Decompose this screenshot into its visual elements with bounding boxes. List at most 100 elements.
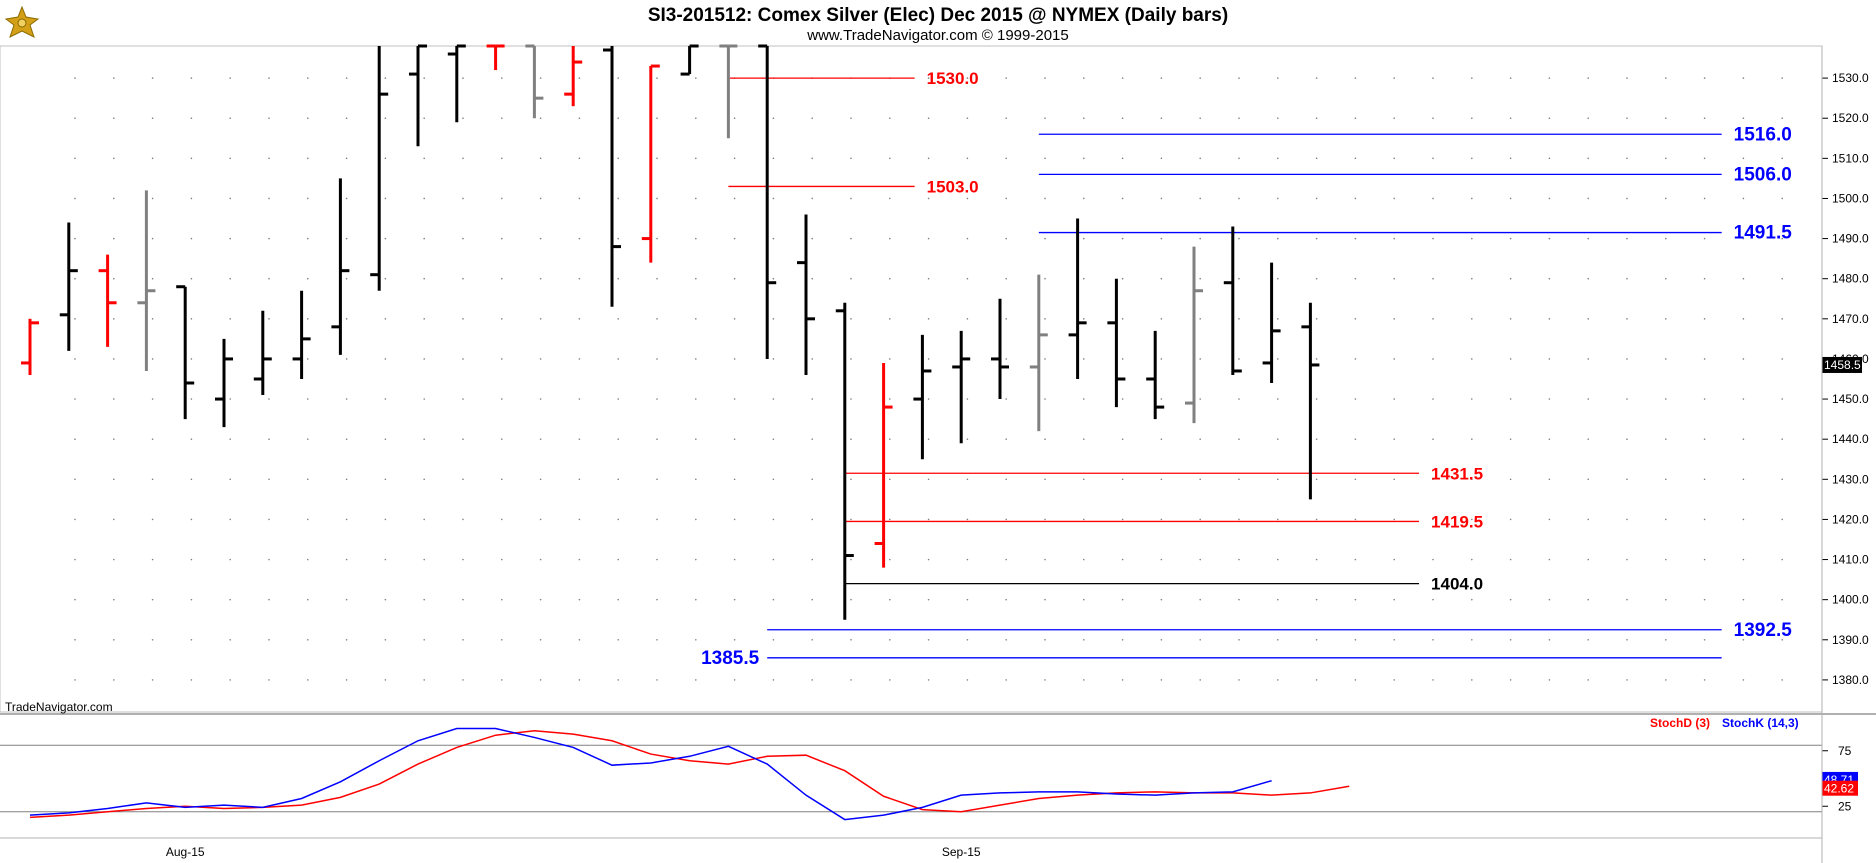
grid-dot [113,237,115,240]
grid-dot [307,318,309,320]
grid-dot [345,438,348,440]
level-label-1404.0: 1404.0 [1431,575,1483,594]
ohlc-bar [874,362,893,568]
grid-dot [151,157,154,160]
grid-dot [74,197,76,200]
grid-dot [1393,237,1395,240]
grid-dot [1277,478,1279,481]
grid-dot [772,478,775,481]
grid-dot [229,318,231,320]
y-tick-label: 1510.0 [1832,151,1869,165]
grid-dot [1277,558,1279,561]
grid-dot [733,478,736,481]
grid-dot [345,398,348,400]
grid-dot [1315,438,1318,440]
y-tick-label: 1380.0 [1832,673,1869,687]
grid-dot [1083,438,1085,440]
grid-dot [1432,77,1434,79]
grid-dot [695,398,697,400]
grid-dot [1626,518,1628,521]
grid-dot [74,398,76,400]
grid-dot [74,679,76,681]
grid-dot [501,277,503,280]
ohlc-bar [1262,262,1281,384]
ohlc-bar [370,46,389,291]
grid-dot [850,558,852,561]
grid-dot [1742,598,1745,601]
grid-dot [966,478,969,481]
grid-dot [733,679,736,681]
grid-dot [113,117,115,120]
grid-dot [1509,518,1512,521]
grid-dot [1044,478,1046,481]
grid-dot [1432,438,1434,440]
grid-dot [1044,598,1046,601]
grid-dot [151,237,154,240]
grid-dot [462,117,464,120]
grid-dot [151,197,154,200]
grid-dot [1587,638,1589,641]
grid-dot [539,518,542,521]
level-label-1419.5: 1419.5 [1431,512,1483,531]
grid-dot [423,197,426,200]
grid-dot [695,558,697,561]
grid-dot [384,679,387,681]
grid-dot [1626,398,1628,400]
grid-dot [501,558,503,561]
grid-dot [345,197,348,200]
grid-dot [1315,318,1318,320]
grid-dot [345,358,348,360]
grid-dot [1083,558,1085,561]
ohlc-bar [409,44,427,147]
grid-dot [1781,438,1783,440]
grid-dot [307,237,309,240]
grid-dot [1160,77,1163,79]
grid-dot [811,157,813,160]
grid-dot [656,157,658,160]
grid-dot [1238,318,1240,320]
grid-dot [1277,277,1279,280]
grid-dot [1315,598,1318,601]
grid-dot [113,478,115,481]
grid-dot [423,157,426,160]
grid-dot [1044,237,1046,240]
y-tick-label: 1390.0 [1832,633,1869,647]
grid-dot [1238,117,1240,120]
grid-dot [1548,237,1551,240]
grid-dot [539,318,542,320]
level-label-1530.0: 1530.0 [927,69,979,88]
grid-dot [1354,277,1357,280]
grid-dot [1121,237,1124,240]
grid-dot [1742,638,1745,641]
grid-dot [1277,237,1279,240]
grid-dot [190,117,193,120]
grid-dot [501,398,503,400]
grid-dot [1277,358,1279,360]
stoch-reference-lines [0,744,1822,813]
ohlc-bar [253,310,272,396]
grid-dot [268,277,270,280]
grid-dot [539,157,542,160]
grid-dot [1121,398,1124,400]
level-label-1392.5: 1392.5 [1734,620,1793,641]
grid-dot [772,237,775,240]
grid-dot [1005,398,1007,400]
grid-dot [772,398,775,400]
grid-dot [1548,197,1551,200]
grid-dot [1121,518,1124,521]
grid-dot [1548,679,1551,681]
grid-dot [229,518,231,521]
grid-dot [462,478,464,481]
x-tick-label: Aug-15 [166,845,205,859]
grid-dot [578,157,581,160]
grid-dot [1665,398,1667,400]
grid-dot [345,117,348,120]
grid-dot [1432,518,1434,521]
grid-dot [695,438,697,440]
grid-dot [772,438,775,440]
grid-dot [1626,77,1628,79]
grid-dot [1277,318,1279,320]
grid-dot [1199,598,1201,601]
grid-dot [423,117,426,120]
grid-dot [501,117,503,120]
